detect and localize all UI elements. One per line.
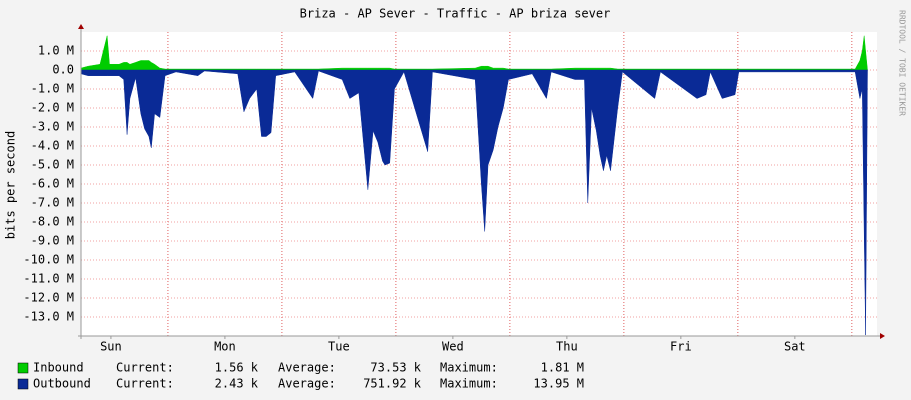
legend-stat-value: 73.53 k bbox=[370, 361, 421, 375]
y-tick-label: -1.0 M bbox=[31, 82, 74, 96]
y-tick-label: -12.0 M bbox=[23, 291, 74, 305]
legend-stat-value: 2.43 k bbox=[215, 377, 259, 391]
legend-stat-label: Maximum: bbox=[440, 377, 498, 391]
legend-stat-label: Current: bbox=[116, 377, 174, 391]
y-tick-label: -5.0 M bbox=[31, 158, 74, 172]
legend-stat-value: 1.56 k bbox=[215, 361, 259, 375]
y-tick-label: -4.0 M bbox=[31, 139, 74, 153]
x-tick-label: Thu bbox=[556, 340, 578, 354]
x-tick-label: Mon bbox=[214, 340, 236, 354]
y-tick-label: -7.0 M bbox=[31, 196, 74, 210]
y-tick-label: -10.0 M bbox=[23, 253, 74, 267]
legend-stat-label: Maximum: bbox=[440, 361, 498, 375]
legend-swatch bbox=[17, 362, 29, 374]
y-tick-label: 1.0 M bbox=[38, 44, 74, 58]
x-tick-label: Fri bbox=[670, 340, 692, 354]
legend-stat-label: Current: bbox=[116, 361, 174, 375]
y-tick-label: -6.0 M bbox=[31, 177, 74, 191]
x-tick-label: Wed bbox=[442, 340, 464, 354]
y-tick-label: -8.0 M bbox=[31, 215, 74, 229]
y-axis-label: bits per second bbox=[4, 131, 18, 239]
legend-stat-value: 1.81 M bbox=[541, 361, 584, 375]
legend-stat-value: 13.95 M bbox=[533, 377, 584, 391]
area bbox=[80, 35, 868, 71]
y-tick-label: -2.0 M bbox=[31, 101, 74, 115]
x-tick-label: Tue bbox=[328, 340, 350, 354]
y-tick-label: -9.0 M bbox=[31, 234, 74, 248]
y-tick-label: 0.0 bbox=[52, 63, 74, 77]
legend-label: Inbound bbox=[33, 361, 84, 375]
legend-stat-label: Average: bbox=[278, 361, 336, 375]
chart-title: Briza - AP Sever - Traffic - AP briza se… bbox=[300, 7, 611, 21]
legend-label: Outbound bbox=[33, 377, 91, 391]
legend-stat-label: Average: bbox=[278, 377, 336, 391]
legend-stat-value: 751.92 k bbox=[363, 377, 422, 391]
y-tick-label: -3.0 M bbox=[31, 120, 74, 134]
y-tick-label: -13.0 M bbox=[23, 310, 74, 324]
legend-swatch bbox=[17, 378, 29, 390]
x-axis-arrow bbox=[880, 333, 885, 339]
y-axis-arrow bbox=[78, 24, 84, 29]
y-tick-label: -11.0 M bbox=[23, 272, 74, 286]
x-tick-label: Sun bbox=[100, 340, 122, 354]
watermark: RRDTOOL / TOBI OETIKER bbox=[898, 10, 907, 116]
area bbox=[80, 69, 868, 336]
x-tick-label: Sat bbox=[784, 340, 806, 354]
